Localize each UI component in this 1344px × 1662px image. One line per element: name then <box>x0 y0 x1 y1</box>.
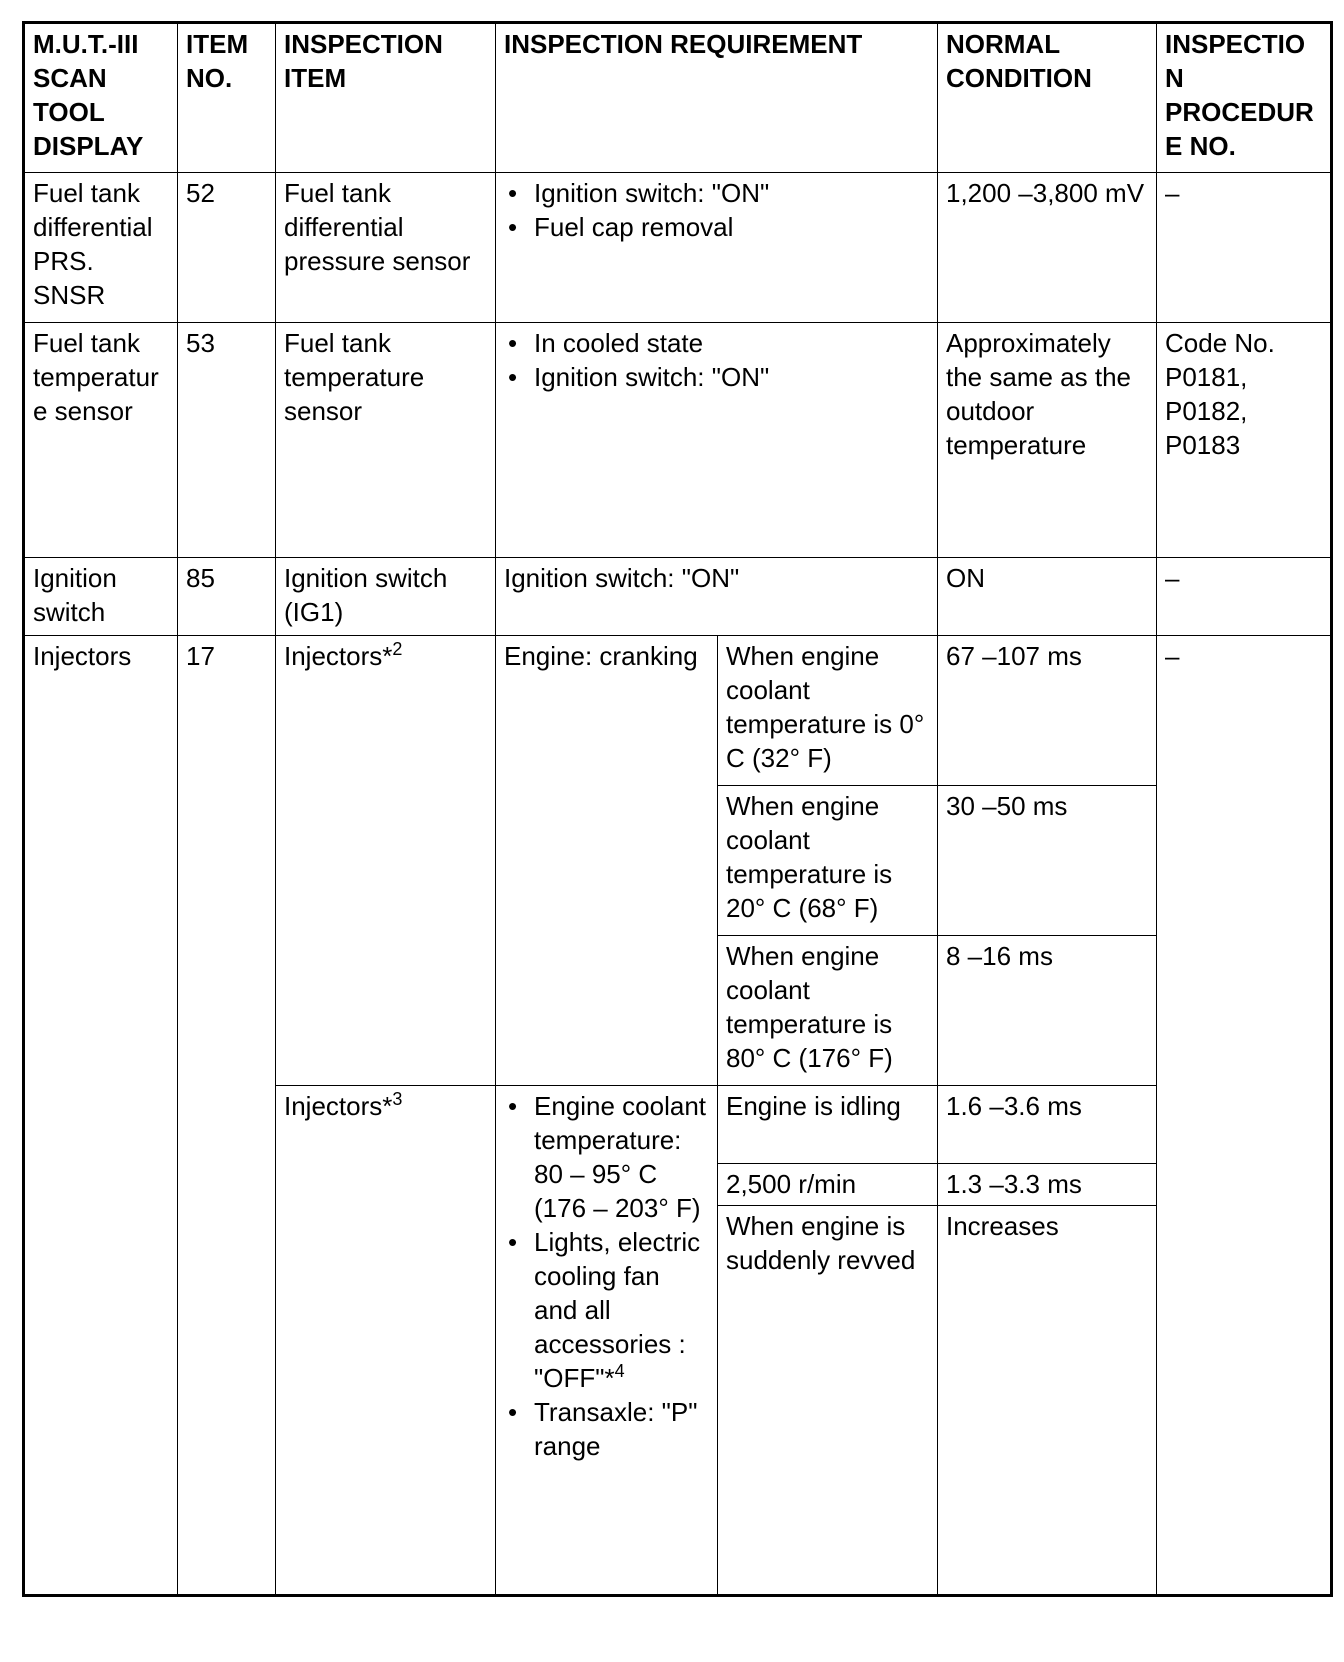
footnote-ref: 2 <box>392 639 403 659</box>
cell-item-no: 53 <box>177 322 276 558</box>
requirement-bullet: Fuel cap removal <box>508 210 929 244</box>
table-row: Fuel tank temperature sensor 53 Fuel tan… <box>23 322 1332 558</box>
cell-item-no: 52 <box>177 172 276 323</box>
cell-item: Fuel tank temperature sensor <box>275 322 496 558</box>
item-text: Injectors* <box>284 1091 393 1121</box>
cell-condition: Engine is idling <box>717 1085 938 1164</box>
cell-item: Ignition switch (IG1) <box>275 557 496 636</box>
cell-normal: ON <box>937 557 1157 636</box>
table-row: Ignition switch 85 Ignition switch (IG1)… <box>23 557 1332 636</box>
inspection-table: M.U.T.-III SCAN TOOL DISPLAY ITEM NO. IN… <box>22 21 1333 1597</box>
requirement-bullet: Engine coolant temperature: 80 – 95° C (… <box>508 1089 709 1225</box>
cell-normal: 8 –16 ms <box>937 935 1157 1086</box>
requirement-bullet: In cooled state <box>508 326 929 360</box>
requirement-bullet: Ignition switch: "ON" <box>508 360 929 394</box>
cell-normal: Increases <box>937 1205 1157 1596</box>
cell-normal: 67 –107 ms <box>937 635 1157 786</box>
table-row: 2,500 r/min 1.3 –3.3 ms <box>24 1163 1332 1206</box>
cell-item: Injectors*3 <box>275 1085 496 1596</box>
item-text: Injectors* <box>284 641 393 671</box>
header-item-no: ITEM NO. <box>177 22 276 173</box>
cell-procedure: – <box>1156 635 1332 1596</box>
cell-display: Fuel tank differential PRS. SNSR <box>23 172 178 323</box>
header-procedure: INSPECTION PROCEDURE NO. <box>1156 22 1332 173</box>
table-row: When engine coolant temperature is 20° C… <box>24 785 1332 936</box>
cell-procedure: Code No. P0181, P0182, P0183 <box>1156 322 1332 558</box>
footnote-ref: 4 <box>614 1361 625 1381</box>
cell-procedure: – <box>1156 557 1332 636</box>
cell-normal: 1.3 –3.3 ms <box>937 1163 1157 1206</box>
table-row: Injectors 17 Injectors*2 Engine: crankin… <box>23 635 1332 1596</box>
cell-item: Injectors*2 <box>275 635 496 1086</box>
table-row: When engine coolant temperature is 80° C… <box>24 935 1332 1086</box>
cell-normal: 1.6 –3.6 ms <box>937 1085 1157 1164</box>
table-row: Fuel tank differential PRS. SNSR 52 Fuel… <box>23 172 1332 323</box>
cell-display: Injectors <box>23 635 178 1596</box>
requirement-bullet: Lights, electric cooling fan and all acc… <box>508 1225 709 1395</box>
cell-requirement: In cooled state Ignition switch: "ON" <box>495 322 938 558</box>
cell-normal: 30 –50 ms <box>937 785 1157 936</box>
cell-requirement: Ignition switch: "ON" <box>495 557 938 636</box>
cell-display: Fuel tank temperature sensor <box>23 322 178 558</box>
cell-requirement: Engine: cranking <box>495 635 718 1086</box>
cell-requirement: Engine coolant temperature: 80 – 95° C (… <box>495 1085 718 1596</box>
cell-requirement: Ignition switch: "ON" Fuel cap removal <box>495 172 938 323</box>
requirement-bullet: Transaxle: "P" range <box>508 1395 709 1463</box>
cell-display: Ignition switch <box>23 557 178 636</box>
bullet-text: Lights, electric cooling fan and all acc… <box>534 1227 701 1393</box>
cell-item-no: 17 <box>177 635 276 1596</box>
header-item: INSPECTION ITEM <box>275 22 496 173</box>
cell-condition: When engine coolant temperature is 20° C… <box>717 785 938 936</box>
header-row: M.U.T.-III SCAN TOOL DISPLAY ITEM NO. IN… <box>23 22 1332 173</box>
table-row: When engine is suddenly revved Increases <box>24 1205 1332 1596</box>
cell-condition: When engine coolant temperature is 0° C … <box>717 635 938 786</box>
cell-procedure: – <box>1156 172 1332 323</box>
requirement-bullet: Ignition switch: "ON" <box>508 176 929 210</box>
header-display: M.U.T.-III SCAN TOOL DISPLAY <box>23 22 178 173</box>
header-requirement: INSPECTION REQUIREMENT <box>495 22 938 173</box>
cell-item-no: 85 <box>177 557 276 636</box>
cell-condition: 2,500 r/min <box>717 1163 938 1206</box>
cell-condition: When engine is suddenly revved <box>717 1205 938 1596</box>
cell-item: Fuel tank differential pressure sensor <box>275 172 496 323</box>
footnote-ref: 3 <box>392 1089 403 1109</box>
header-normal: NORMAL CONDITION <box>937 22 1157 173</box>
cell-normal: Approximately the same as the outdoor te… <box>937 322 1157 558</box>
cell-normal: 1,200 –3,800 mV <box>937 172 1157 323</box>
table-row: Injectors*3 Engine coolant temperature: … <box>24 1085 1332 1596</box>
cell-condition: When engine coolant temperature is 80° C… <box>717 935 938 1086</box>
